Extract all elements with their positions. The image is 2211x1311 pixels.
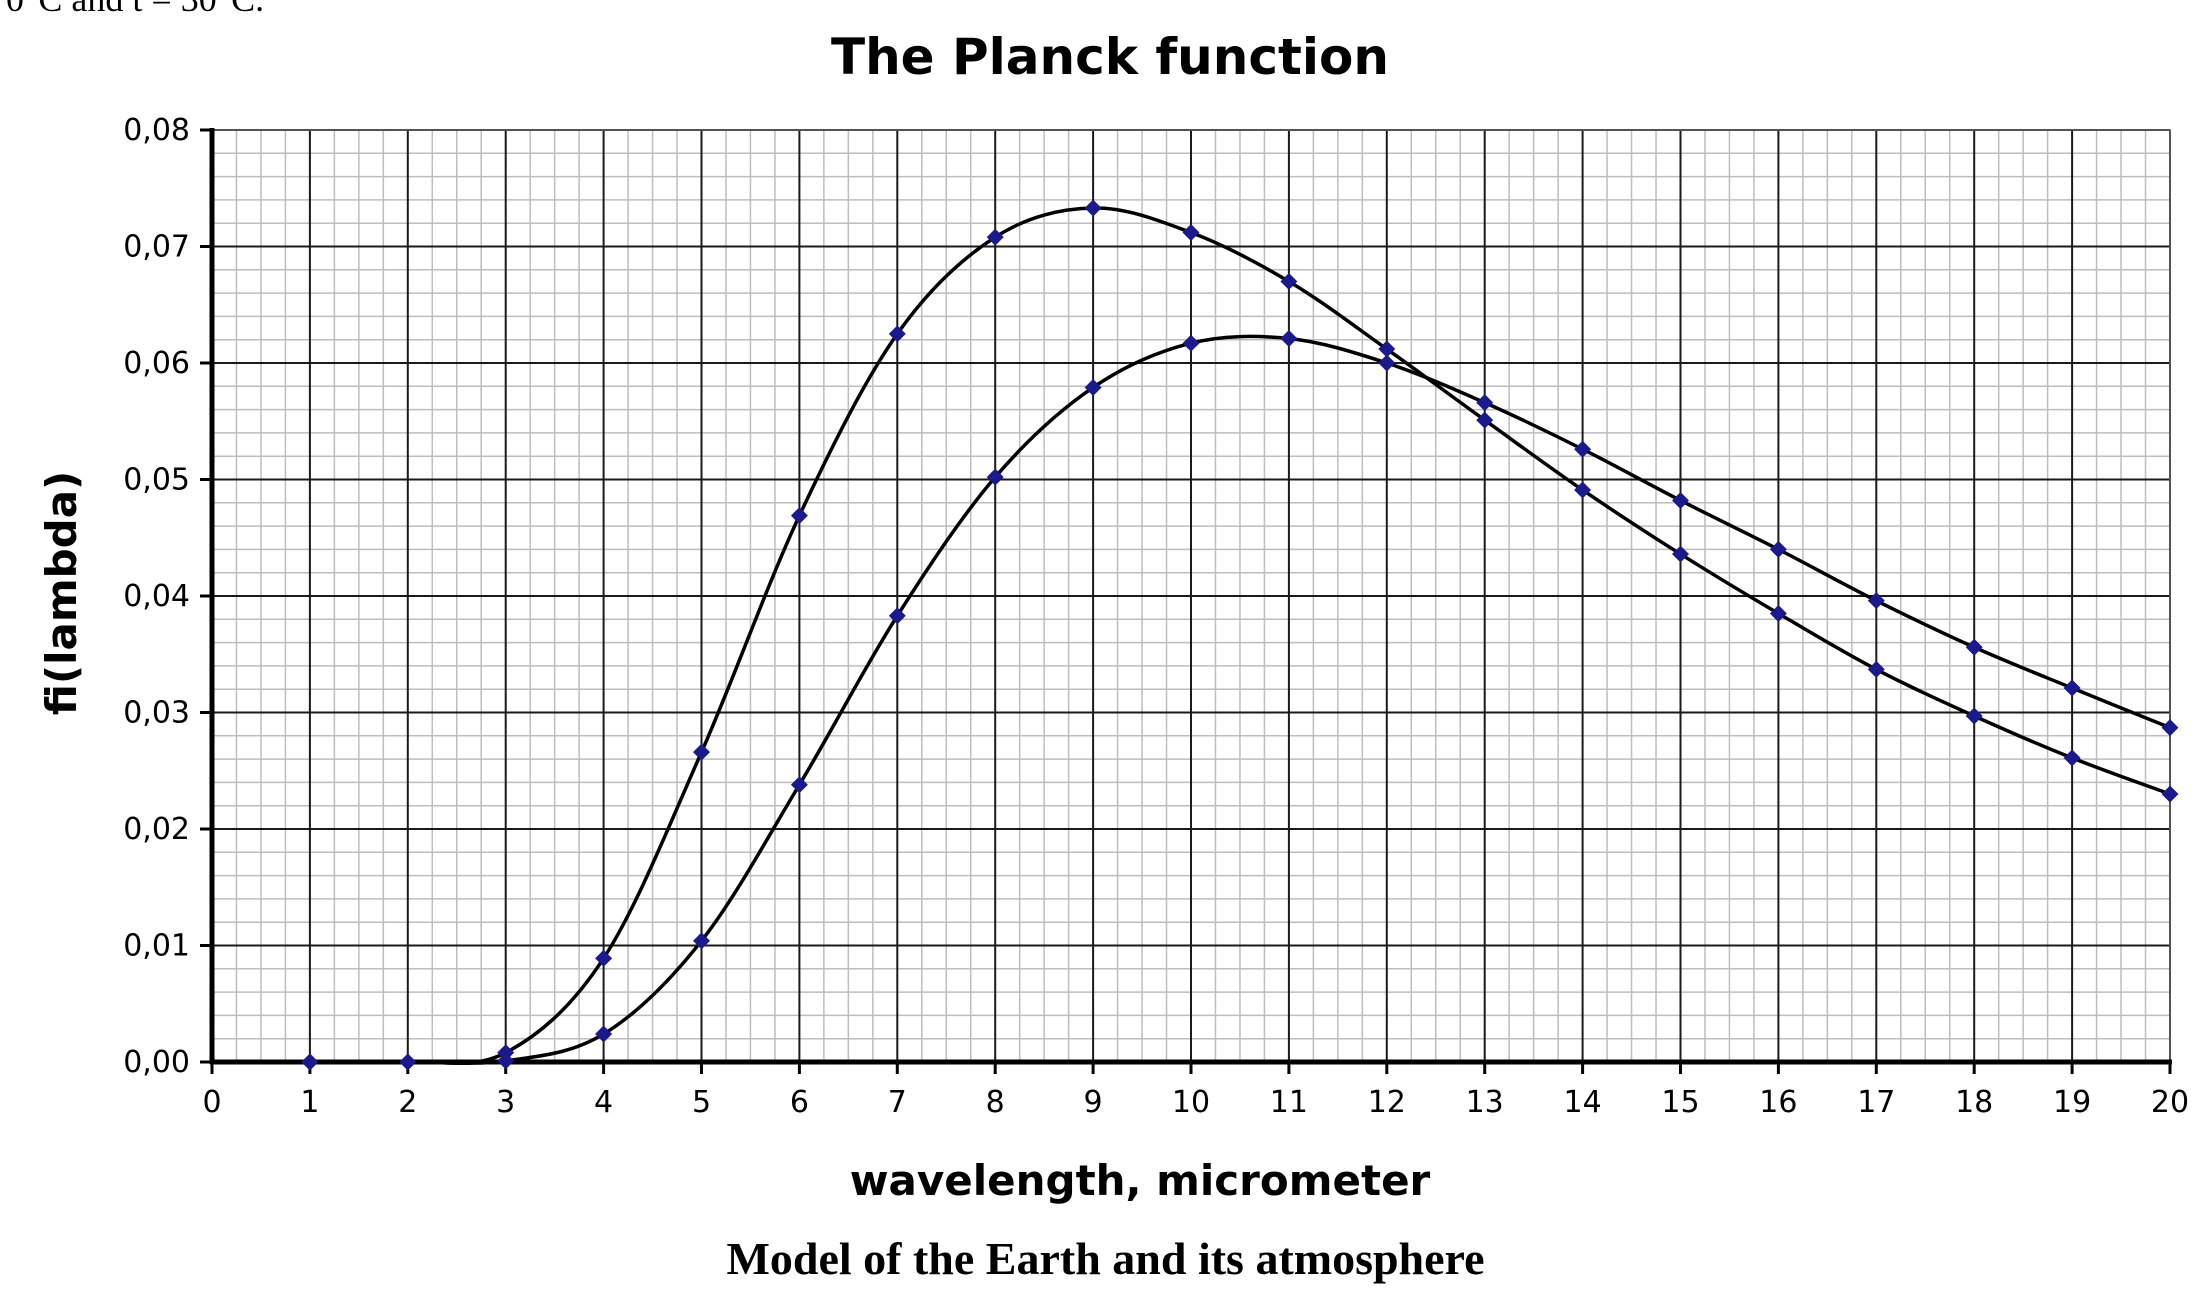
series-2-point <box>693 932 710 950</box>
y-tick-label: 0,05 <box>123 463 190 498</box>
x-tick-label: 4 <box>594 1085 613 1120</box>
series-2-point <box>888 607 906 625</box>
x-tick-label: 16 <box>1759 1085 1797 1120</box>
series-1-point <box>693 743 710 761</box>
x-tick-label: 8 <box>986 1085 1005 1120</box>
y-tick-label: 0,03 <box>123 696 190 731</box>
series-2-point <box>2161 719 2179 737</box>
x-tick-label: 9 <box>1084 1085 1103 1120</box>
tick-labels: 0,000,010,020,030,040,050,060,070,080 1 2 3… <box>123 113 2189 1120</box>
series-2-point <box>1867 592 1885 610</box>
x-tick-label: 12 <box>1368 1085 1406 1120</box>
figure-caption: Model of the Earth and its atmosphere <box>726 1233 1485 1284</box>
x-tick-label: 3 <box>496 1085 515 1120</box>
series-2-point <box>790 776 808 794</box>
x-tick-label: 19 <box>2053 1085 2091 1120</box>
series-1-point <box>2161 785 2179 803</box>
x-tick-label: 20 <box>2151 1085 2189 1120</box>
y-tick-label: 0,02 <box>123 812 190 847</box>
y-tick-label: 0,06 <box>123 346 190 381</box>
series-1-point <box>986 228 1004 246</box>
x-tick-label: 10 <box>1172 1085 1210 1120</box>
series-1-point <box>2063 749 2081 767</box>
cropped-text-fragment: 0°C and t = 30°C. <box>6 0 264 20</box>
series-1-point <box>1672 545 1689 563</box>
y-tick-label: 0,04 <box>123 579 190 614</box>
series-2-point <box>2063 679 2081 697</box>
x-tick-label: 7 <box>888 1085 907 1120</box>
x-tick-label: 0 <box>202 1085 221 1120</box>
plot-grid <box>211 129 2171 1063</box>
x-tick-label: 14 <box>1564 1085 1602 1120</box>
x-tick-label: 17 <box>1857 1085 1895 1120</box>
series-1-point <box>888 325 906 343</box>
series-1-point <box>595 949 613 967</box>
series-1-point <box>1769 604 1787 622</box>
y-tick-label: 0,00 <box>123 1045 190 1080</box>
y-tick-label: 0,07 <box>123 230 190 265</box>
x-tick-label: 6 <box>790 1085 809 1120</box>
x-axis-label: wavelength, micrometer <box>850 1156 1431 1205</box>
series-layer <box>301 199 2179 1071</box>
series-1-point <box>790 507 808 525</box>
y-tick-label: 0,01 <box>123 929 190 964</box>
x-tick-label: 18 <box>1955 1085 1993 1120</box>
series-2-point <box>595 1025 613 1043</box>
x-tick-label: 2 <box>398 1085 417 1120</box>
x-tick-label: 11 <box>1270 1085 1308 1120</box>
x-tick-label: 15 <box>1661 1085 1699 1120</box>
series-2-point <box>1965 638 1983 656</box>
x-tick-label: 13 <box>1466 1085 1504 1120</box>
series-2-point <box>1769 540 1787 558</box>
x-tick-label: 5 <box>692 1085 711 1120</box>
y-axis-label: fi(lambda) <box>37 471 86 716</box>
x-tick-label: 1 <box>300 1085 319 1120</box>
series-2-point <box>986 468 1004 486</box>
series-1-point <box>1965 707 1983 725</box>
series-1-point <box>1867 660 1885 678</box>
y-tick-label: 0,08 <box>123 113 190 148</box>
chart-title: The Planck function <box>831 28 1389 86</box>
